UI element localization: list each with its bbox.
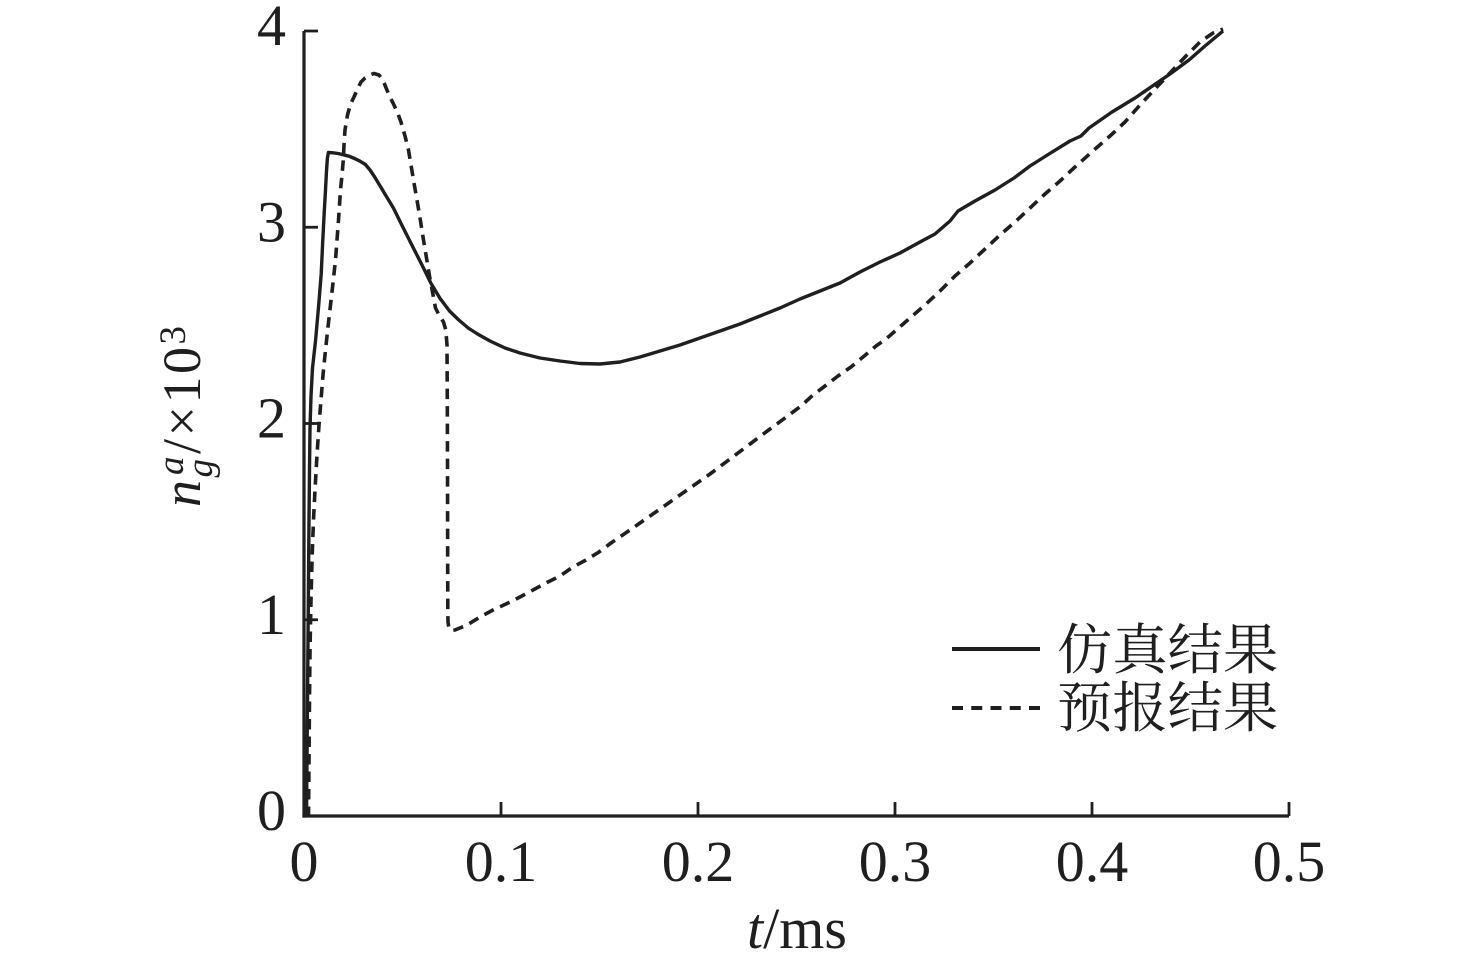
svg-text:2: 2: [257, 386, 286, 451]
svg-text:0.4: 0.4: [1056, 829, 1129, 894]
svg-text:4: 4: [257, 0, 286, 58]
svg-text:1: 1: [257, 582, 286, 647]
svg-text:t/ms: t/ms: [747, 896, 847, 961]
svg-text:0: 0: [290, 829, 319, 894]
svg-text:0.2: 0.2: [662, 829, 735, 894]
svg-text:0.1: 0.1: [465, 829, 538, 894]
svg-text:0: 0: [257, 778, 286, 843]
svg-text:nga/×103: nga/×103: [151, 324, 221, 507]
svg-text:3: 3: [257, 189, 286, 254]
svg-text:0.5: 0.5: [1253, 829, 1326, 894]
svg-text:0.3: 0.3: [859, 829, 932, 894]
